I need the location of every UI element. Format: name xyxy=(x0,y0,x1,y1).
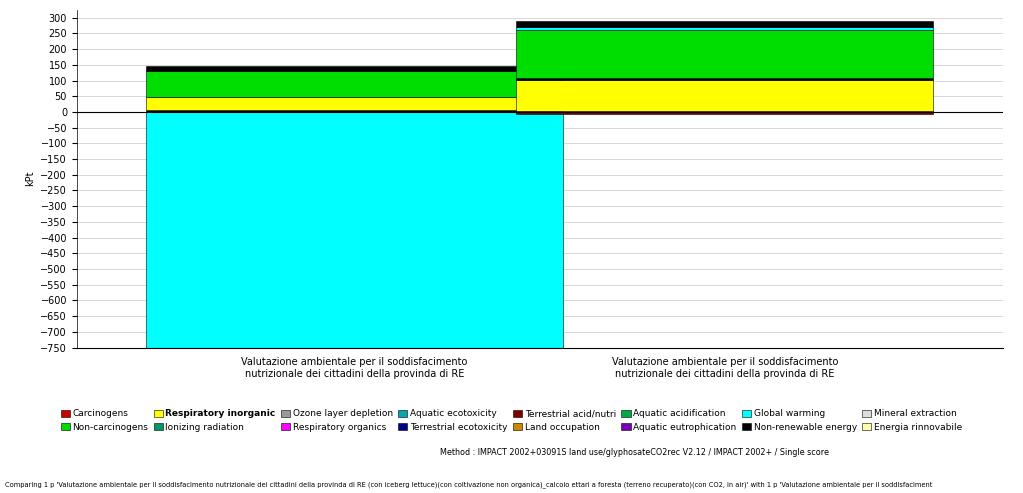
Bar xyxy=(517,111,933,112)
Bar xyxy=(517,78,933,79)
Bar xyxy=(146,110,563,112)
Bar xyxy=(517,21,933,27)
Bar xyxy=(517,112,933,113)
Bar xyxy=(517,27,933,30)
Text: Comparing 1 p 'Valutazione ambientale per il soddisfacimento nutrizionale dei ci: Comparing 1 p 'Valutazione ambientale pe… xyxy=(5,481,933,488)
Bar xyxy=(146,97,563,110)
Y-axis label: kPt: kPt xyxy=(25,171,35,186)
Bar xyxy=(146,112,563,348)
Legend: Carcinogens, Non-carcinogens, Respiratory inorganic, Ionizing radiation, Ozone l: Carcinogens, Non-carcinogens, Respirator… xyxy=(60,409,963,432)
Bar xyxy=(146,67,563,71)
Bar xyxy=(517,30,933,78)
Bar xyxy=(146,71,563,97)
Text: Method : IMPACT 2002+03091S land use/glyphosateCO2rec V2.12 / IMPACT 2002+ / Sin: Method : IMPACT 2002+03091S land use/gly… xyxy=(440,448,829,457)
Bar xyxy=(517,79,933,111)
